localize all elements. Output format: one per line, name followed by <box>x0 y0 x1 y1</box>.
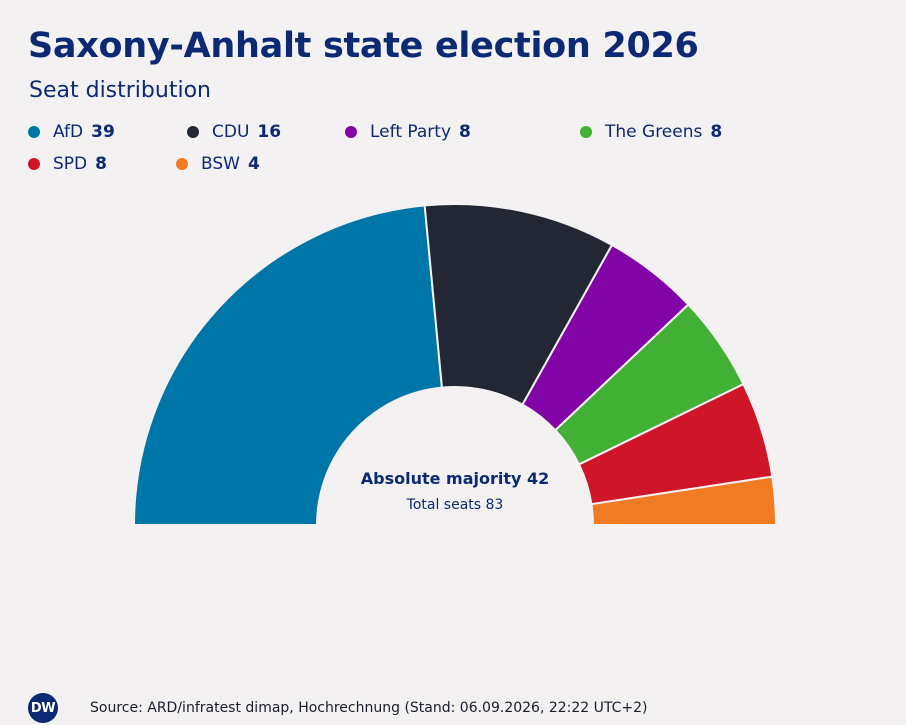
legend-item-afd: AfD 39 <box>28 122 115 142</box>
chart-title: Saxony-Anhalt state election 2026 <box>28 26 699 66</box>
legend-value: 8 <box>459 122 471 142</box>
legend-value: 8 <box>95 154 107 174</box>
seat-segment-afd <box>132 204 444 526</box>
legend-dot <box>28 126 40 138</box>
legend-dot <box>345 126 357 138</box>
legend-label: AfD <box>53 122 84 142</box>
legend-item-cdu: CDU 16 <box>187 122 281 142</box>
legend-dot <box>187 126 199 138</box>
legend-value: 8 <box>710 122 723 142</box>
arc-group <box>132 203 778 526</box>
absolute-majority-label: Absolute majority 42 <box>360 469 550 488</box>
seat-segment-bsw <box>590 475 778 526</box>
legend-label: BSW <box>201 154 240 174</box>
legend-item-left-party: Left Party 8 <box>345 122 471 142</box>
legend-dot <box>580 126 592 138</box>
dw-logo-icon: DW <box>28 693 58 723</box>
legend-dot <box>28 158 40 170</box>
legend-item-the-greens: The Greens 8 <box>580 122 722 142</box>
seat-segment-cdu <box>423 203 614 406</box>
legend-value: 4 <box>247 154 260 174</box>
total-seats-label: Total seats 83 <box>406 497 504 513</box>
legend-label: SPD <box>53 154 88 174</box>
chart-subtitle: Seat distribution <box>29 78 211 103</box>
legend-label: The Greens <box>605 122 703 142</box>
legend-value: 39 <box>91 122 115 142</box>
legend-label: CDU <box>212 122 250 142</box>
source-note: Source: ARD/infratest dimap, Hochrechnun… <box>90 700 648 716</box>
footer: DW Source: ARD/infratest dimap, Hochrech… <box>28 692 648 724</box>
legend-item-bsw: BSW 4 <box>176 154 260 174</box>
legend-dot <box>176 158 188 170</box>
legend-value: 16 <box>257 122 282 142</box>
legend-label: Left Party <box>370 122 452 142</box>
legend-item-spd: SPD 8 <box>28 154 107 174</box>
